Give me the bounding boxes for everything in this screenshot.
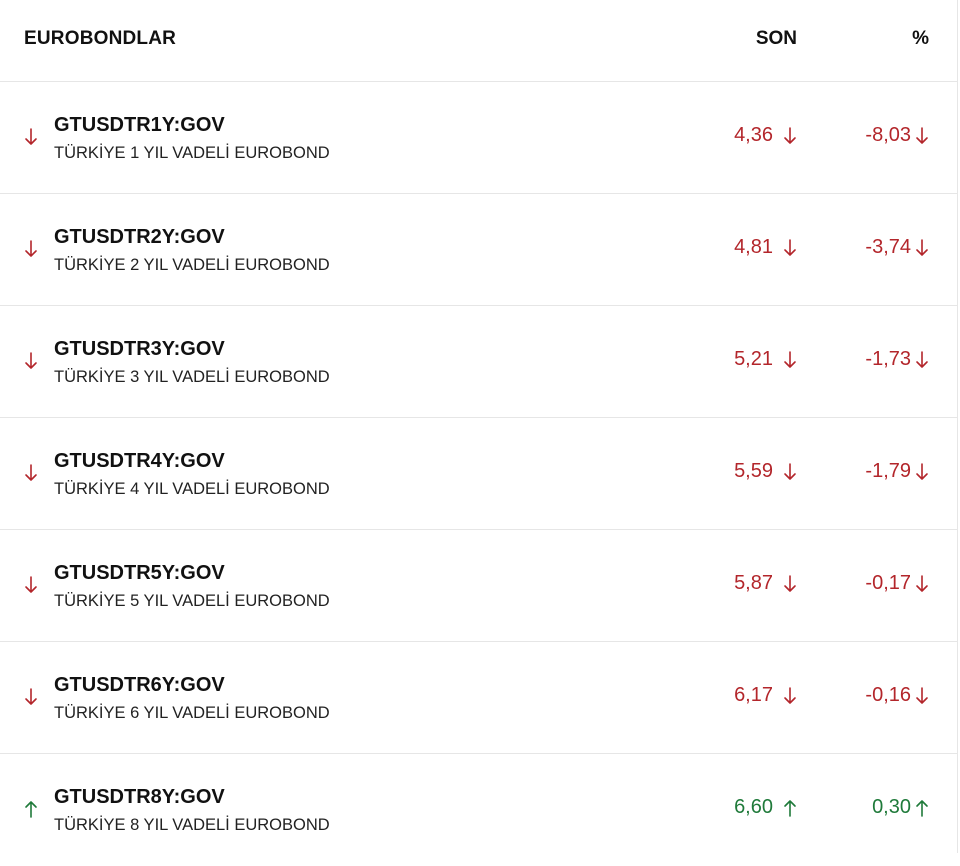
last-value: 5,59 — [734, 460, 773, 482]
percent-change-cell: 0,30 — [872, 796, 929, 819]
table-row[interactable]: GTUSDTR2Y:GOV TÜRKİYE 2 YIL VADELİ EUROB… — [0, 194, 957, 306]
bond-symbol[interactable]: GTUSDTR4Y:GOV — [54, 450, 225, 472]
percent-change-arrow-icon — [915, 686, 929, 706]
percent-change-cell: -8,03 — [865, 124, 929, 147]
last-value-cell: 5,21 — [734, 348, 797, 371]
last-value-cell: 5,59 — [734, 460, 797, 483]
last-value: 5,87 — [734, 572, 773, 594]
table-row[interactable]: GTUSDTR4Y:GOV TÜRKİYE 4 YIL VADELİ EUROB… — [0, 418, 957, 530]
percent-change-cell: -1,79 — [865, 460, 929, 483]
percent-change-cell: -1,73 — [865, 348, 929, 371]
last-change-arrow-icon — [783, 798, 797, 818]
percent-change-cell: -3,74 — [865, 236, 929, 259]
last-change-arrow-icon — [783, 462, 797, 482]
last-value-cell: 6,17 — [734, 684, 797, 707]
table-row[interactable]: GTUSDTR1Y:GOV TÜRKİYE 1 YIL VADELİ EUROB… — [0, 82, 957, 194]
direction-indicator-icon — [24, 126, 38, 148]
bond-symbol[interactable]: GTUSDTR1Y:GOV — [54, 114, 225, 136]
percent-change-cell: -0,17 — [865, 572, 929, 595]
direction-indicator-icon — [24, 686, 38, 708]
percent-change: -1,79 — [865, 460, 911, 482]
percent-change-arrow-icon — [915, 462, 929, 482]
percent-change: -1,73 — [865, 348, 911, 370]
bond-description: TÜRKİYE 4 YIL VADELİ EUROBOND — [54, 480, 330, 498]
last-change-arrow-icon — [783, 686, 797, 706]
last-value-cell: 4,36 — [734, 124, 797, 147]
direction-indicator-icon — [24, 238, 38, 260]
percent-change: -3,74 — [865, 236, 911, 258]
table-row[interactable]: GTUSDTR5Y:GOV TÜRKİYE 5 YIL VADELİ EUROB… — [0, 530, 957, 642]
bond-description: TÜRKİYE 1 YIL VADELİ EUROBOND — [54, 144, 330, 162]
last-value: 4,81 — [734, 236, 773, 258]
table-rows: GTUSDTR1Y:GOV TÜRKİYE 1 YIL VADELİ EUROB… — [0, 82, 957, 866]
bond-description: TÜRKİYE 8 YIL VADELİ EUROBOND — [54, 816, 330, 834]
table-row[interactable]: GTUSDTR8Y:GOV TÜRKİYE 8 YIL VADELİ EUROB… — [0, 754, 957, 866]
percent-change-cell: -0,16 — [865, 684, 929, 707]
percent-change-arrow-icon — [915, 574, 929, 594]
last-value-cell: 4,81 — [734, 236, 797, 259]
column-header-change[interactable]: % — [912, 28, 929, 49]
last-change-arrow-icon — [783, 126, 797, 146]
last-value-cell: 6,60 — [734, 796, 797, 819]
last-value-cell: 5,87 — [734, 572, 797, 595]
bond-description: TÜRKİYE 5 YIL VADELİ EUROBOND — [54, 592, 330, 610]
percent-change: -8,03 — [865, 124, 911, 146]
last-value: 6,60 — [734, 796, 773, 818]
percent-change: -0,17 — [865, 572, 911, 594]
bond-description: TÜRKİYE 6 YIL VADELİ EUROBOND — [54, 704, 330, 722]
bond-symbol[interactable]: GTUSDTR3Y:GOV — [54, 338, 225, 360]
last-value: 6,17 — [734, 684, 773, 706]
table-row[interactable]: GTUSDTR6Y:GOV TÜRKİYE 6 YIL VADELİ EUROB… — [0, 642, 957, 754]
direction-indicator-icon — [24, 350, 38, 372]
percent-change: 0,30 — [872, 796, 911, 818]
last-value: 5,21 — [734, 348, 773, 370]
percent-change-arrow-icon — [915, 238, 929, 258]
percent-change-arrow-icon — [915, 126, 929, 146]
bond-description: TÜRKİYE 2 YIL VADELİ EUROBOND — [54, 256, 330, 274]
direction-indicator-icon — [24, 574, 38, 596]
direction-indicator-icon — [24, 798, 38, 820]
direction-indicator-icon — [24, 462, 38, 484]
bond-symbol[interactable]: GTUSDTR8Y:GOV — [54, 786, 225, 808]
percent-change-arrow-icon — [915, 798, 929, 818]
percent-change: -0,16 — [865, 684, 911, 706]
last-change-arrow-icon — [783, 238, 797, 258]
column-header-last[interactable]: SON — [755, 28, 797, 49]
bond-symbol[interactable]: GTUSDTR5Y:GOV — [54, 562, 225, 584]
table-header: EUROBONDLAR SON % — [0, 0, 957, 82]
last-value: 4,36 — [734, 124, 773, 146]
percent-change-arrow-icon — [915, 350, 929, 370]
bond-symbol[interactable]: GTUSDTR2Y:GOV — [54, 226, 225, 248]
bond-description: TÜRKİYE 3 YIL VADELİ EUROBOND — [54, 368, 330, 386]
last-change-arrow-icon — [783, 574, 797, 594]
last-change-arrow-icon — [783, 350, 797, 370]
table-title: EUROBONDLAR — [24, 28, 177, 49]
table-row[interactable]: GTUSDTR3Y:GOV TÜRKİYE 3 YIL VADELİ EUROB… — [0, 306, 957, 418]
bond-symbol[interactable]: GTUSDTR6Y:GOV — [54, 674, 225, 696]
